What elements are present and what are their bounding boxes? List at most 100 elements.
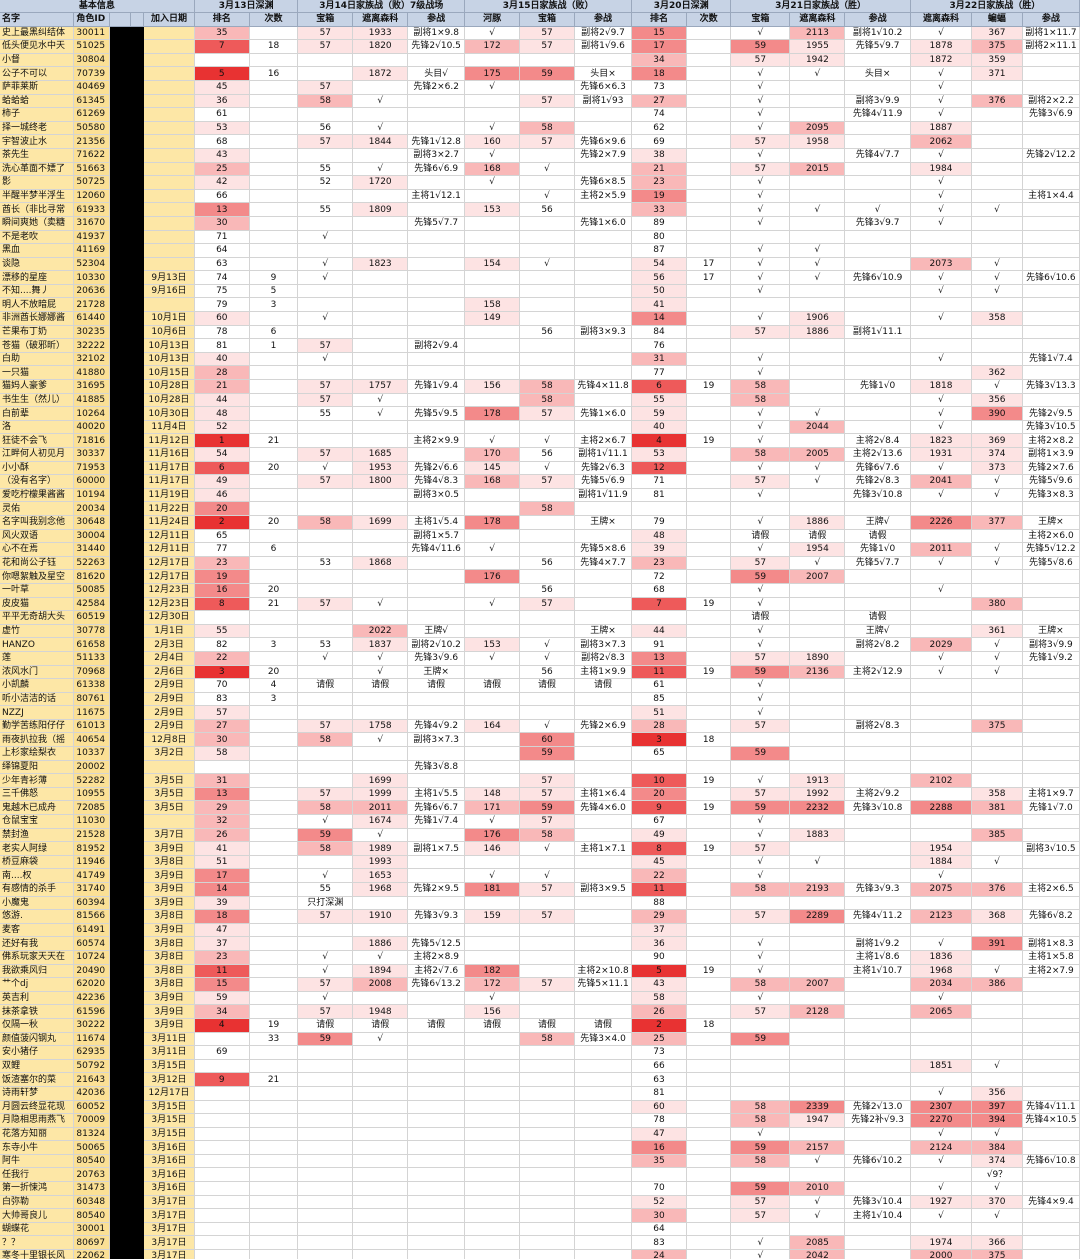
cell: 40020 (73, 420, 111, 435)
cell (686, 542, 732, 557)
cell (407, 1154, 466, 1169)
cell: 20 (249, 461, 299, 476)
cell: 先锋1√7.4 (407, 814, 466, 829)
member-row: 择一城终老 50580 53 56 √ √ 58 62 √ 2095 1887 (0, 121, 1080, 136)
cell: 358 (971, 787, 1023, 802)
cell: 先锋6√13.2 (407, 977, 466, 992)
cell (249, 800, 299, 816)
cell (844, 1059, 911, 1074)
cell (109, 26, 132, 41)
cell: 先锋2√6.3 (574, 461, 633, 476)
cell: 81 (631, 1086, 687, 1101)
cell (519, 542, 575, 557)
cell: 176 (464, 828, 521, 843)
cell (730, 896, 791, 911)
cell: 59 (730, 1032, 791, 1047)
cell (1022, 746, 1080, 761)
cell (910, 624, 973, 639)
cell (249, 1127, 299, 1142)
cell (519, 991, 575, 1006)
cell: 75 (194, 284, 250, 299)
cell (109, 787, 132, 802)
cell (910, 529, 973, 544)
cell: 头目√ (407, 66, 466, 81)
column-header (109, 12, 132, 27)
header-group: 3月14日家族战（败）7级战场 (297, 0, 466, 13)
cell (686, 80, 732, 95)
cell: 57 (730, 1004, 791, 1019)
cell (130, 1222, 145, 1237)
cell: 10194 (73, 488, 111, 503)
cell (407, 773, 466, 788)
cell: 56 (631, 270, 687, 285)
cell: 61596 (73, 1004, 111, 1019)
cell (1022, 66, 1080, 81)
cell: 50065 (73, 1140, 111, 1155)
cell (352, 284, 409, 299)
cell (464, 583, 521, 598)
cell: 主将2×7.9 (1022, 964, 1080, 979)
cell: √ (971, 855, 1023, 870)
cell: √ (519, 719, 575, 734)
cell: 主将2×9.9 (407, 433, 466, 448)
cell (686, 977, 732, 992)
cell (143, 162, 195, 177)
cell (464, 365, 521, 381)
cell (352, 148, 409, 163)
cell: 1955 (789, 39, 846, 54)
cell: √ (789, 243, 846, 258)
cell: 副将1√9.6 (574, 39, 633, 54)
cell (789, 1059, 846, 1074)
cell (1022, 338, 1080, 353)
cell: 23 (631, 175, 687, 190)
cell (574, 1140, 633, 1155)
cell (194, 53, 250, 68)
cell: 4 (194, 1018, 250, 1033)
cell: 1948 (352, 1004, 409, 1019)
cell: 3月8日 (143, 909, 195, 924)
cell: 15 (194, 977, 250, 992)
cell (109, 447, 132, 462)
cell (352, 311, 409, 326)
member-row: 寒冬十里银长风 22062 3月17日 24 √ 2042 2000 375 (0, 1249, 1080, 1259)
cell (109, 882, 132, 897)
cell (249, 134, 299, 149)
cell: 63 (194, 257, 250, 272)
cell: 51 (631, 705, 687, 720)
cell (249, 202, 299, 217)
cell: 半醒半梦半浮生 (0, 189, 75, 204)
member-row: 平平无奇胡大头 60519 12月30日 请假 请假 (0, 610, 1080, 625)
cell: 花和尚公子钰 (0, 556, 75, 571)
cell: 副将3×7.3 (407, 732, 466, 748)
cell: √ (730, 624, 791, 639)
cell: √ (730, 107, 791, 122)
cell: 71 (631, 474, 687, 489)
cell: 先锋3×8.3 (1022, 488, 1080, 503)
cell: 51133 (73, 651, 111, 666)
cell: 380 (971, 597, 1023, 612)
cell (519, 284, 575, 299)
cell (686, 624, 732, 639)
cell (352, 1208, 409, 1223)
cell (574, 896, 633, 911)
cell (519, 107, 575, 122)
cell (686, 678, 732, 693)
cell (686, 787, 732, 802)
cell: 1906 (789, 311, 846, 326)
cell (109, 1195, 132, 1210)
cell: 57 (519, 773, 575, 788)
cell: 394 (971, 1113, 1023, 1128)
member-row: 饭渣塞尔的菜 21643 3月12日 9 21 63 (0, 1072, 1080, 1087)
cell: 王牌× (1022, 624, 1080, 639)
cell (519, 53, 575, 68)
cell: 先锋3√13.3 (1022, 379, 1080, 394)
cell (789, 1032, 846, 1047)
cell (971, 1072, 1023, 1087)
cell (130, 1181, 145, 1196)
cell (789, 1086, 846, 1101)
cell: 81 (631, 488, 687, 503)
cell: √ (352, 828, 409, 843)
cell: 9 (249, 270, 299, 285)
cell (1022, 977, 1080, 992)
